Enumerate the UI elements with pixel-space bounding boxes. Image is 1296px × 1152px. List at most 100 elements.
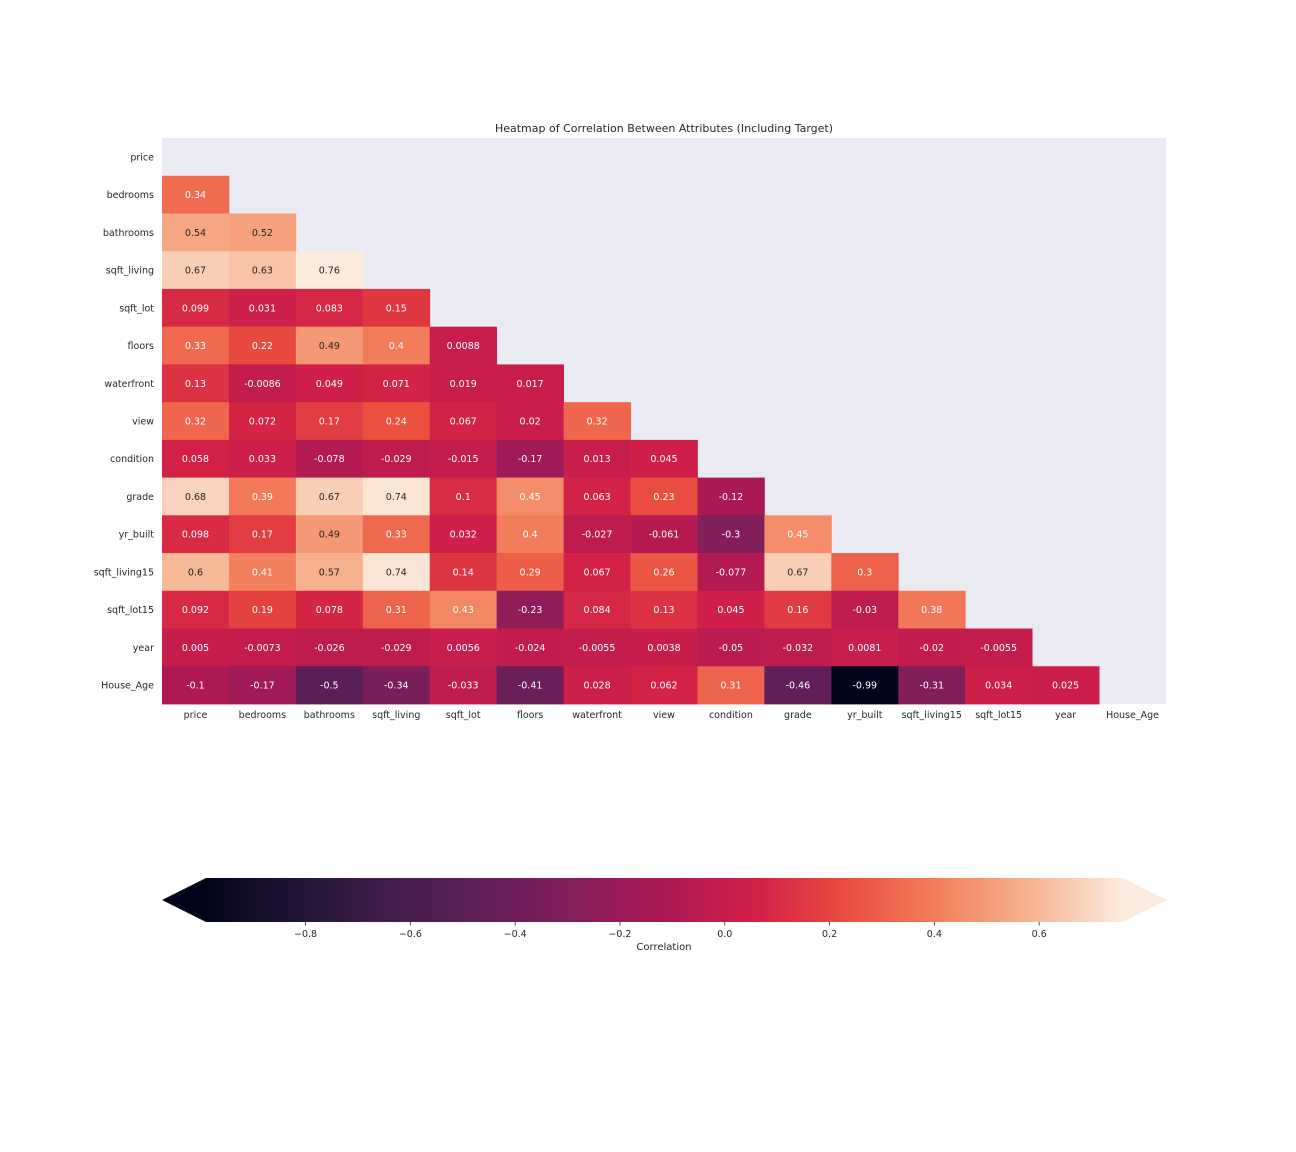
heatmap-cell-view-waterfront xyxy=(563,402,631,441)
heatmap-cell-year-sqft_living xyxy=(362,628,431,667)
colorbar-extend-max xyxy=(1123,878,1167,922)
heatmap-cell-yr_built-waterfront xyxy=(563,515,631,554)
heatmap-cell-House_Age-year xyxy=(1032,666,1100,705)
cell-annotation: 0.17 xyxy=(252,530,273,541)
heatmap-cell-year-yr_built xyxy=(831,628,899,667)
cell-annotation: 0.63 xyxy=(252,266,273,277)
x-tick-label-yr_built: yr_built xyxy=(847,710,883,721)
colorbar-tick-label: 0.6 xyxy=(1032,929,1047,940)
heatmap-cell-yr_built-grade xyxy=(764,515,832,554)
x-tick-label-House_Age: House_Age xyxy=(1106,710,1159,721)
heatmap-cell-sqft_living15-sqft_living xyxy=(362,553,431,592)
cell-annotation: 0.032 xyxy=(450,530,477,541)
heatmap-cell-grade-sqft_living xyxy=(362,477,431,516)
heatmap-cell-view-sqft_lot xyxy=(429,402,498,441)
cell-annotation: 0.017 xyxy=(517,379,544,390)
heatmap-cell-sqft_living15-floors xyxy=(496,553,564,592)
cell-annotation: 0.067 xyxy=(450,417,477,428)
heatmap-cell-sqft_living15-yr_built xyxy=(831,553,899,592)
cell-annotation: 0.45 xyxy=(520,492,541,503)
cell-annotation: 0.74 xyxy=(386,492,407,503)
heatmap-cell-sqft_lot-price xyxy=(162,288,230,328)
heatmap-cell-waterfront-floors xyxy=(496,364,564,403)
y-axis-tick-labels: price bedrooms bathrooms sqft_living sqft_lo… xyxy=(94,152,155,691)
cell-annotation: 0.005 xyxy=(182,643,209,654)
heatmap-cell-House_Age-sqft_lot15 xyxy=(965,666,1033,705)
heatmap-cell-sqft_living15-condition xyxy=(697,553,765,592)
heatmap-cell-waterfront-bedrooms xyxy=(228,364,297,403)
y-tick-label-condition: condition xyxy=(110,454,154,465)
heatmap-cell-yr_built-view xyxy=(630,515,698,554)
heatmap-cell-House_Age-grade xyxy=(764,666,832,705)
cell-annotation: -0.17 xyxy=(250,681,275,692)
cell-annotation: 0.76 xyxy=(319,266,340,277)
cell-annotation: 0.45 xyxy=(787,530,808,541)
y-tick-label-bathrooms: bathrooms xyxy=(103,228,154,239)
cell-annotation: 0.14 xyxy=(453,567,474,578)
heatmap-cell-sqft_living-bedrooms xyxy=(228,251,297,290)
heatmap-cell-sqft_lot15-price xyxy=(162,590,230,629)
heatmap-cell-grade-waterfront xyxy=(563,477,631,516)
cell-annotation: -0.02 xyxy=(919,643,944,654)
heatmap-cell-sqft_living15-sqft_lot xyxy=(429,553,498,592)
heatmap-cell-grade-bedrooms xyxy=(228,477,297,516)
cell-annotation: 0.4 xyxy=(523,530,538,541)
heatmap-cell-sqft_lot15-view xyxy=(630,590,698,629)
heatmap-cell-sqft_lot15-grade xyxy=(764,590,832,629)
heatmap-cell-House_Age-sqft_living15 xyxy=(898,666,966,705)
cell-annotation: 0.033 xyxy=(249,454,276,465)
cell-annotation: 0.13 xyxy=(185,379,206,390)
heatmap-cell-sqft_lot15-bathrooms xyxy=(295,590,364,629)
heatmap-cell-sqft_lot15-sqft_living xyxy=(362,590,431,629)
heatmap-cell-yr_built-condition xyxy=(697,515,765,554)
heatmap-cell-House_Age-floors xyxy=(496,666,564,705)
cell-annotation: 0.39 xyxy=(252,492,273,503)
cell-annotation: -0.31 xyxy=(919,681,944,692)
cell-annotation: 0.045 xyxy=(717,605,744,616)
cell-annotation: 0.083 xyxy=(316,303,343,314)
cell-annotation: 0.034 xyxy=(985,681,1012,692)
x-tick-label-grade: grade xyxy=(784,710,812,721)
heatmap-cell-House_Age-sqft_lot xyxy=(429,666,498,705)
x-tick-label-sqft_living15: sqft_living15 xyxy=(902,710,962,721)
heatmap-cell-House_Age-waterfront xyxy=(563,666,631,705)
colorbar-tick-label: −0.4 xyxy=(504,929,527,940)
cell-annotation: -0.1 xyxy=(186,681,205,692)
heatmap-cell-floors-bedrooms xyxy=(228,326,297,365)
cell-annotation: -0.05 xyxy=(719,643,744,654)
x-tick-label-condition: condition xyxy=(709,710,753,721)
heatmap-cell-year-bathrooms xyxy=(295,628,364,667)
y-tick-label-House_Age: House_Age xyxy=(101,681,154,692)
cell-annotation: 0.028 xyxy=(583,681,610,692)
x-tick-label-waterfront: waterfront xyxy=(572,710,622,721)
cell-annotation: 0.3 xyxy=(857,567,872,578)
cell-annotation: -0.032 xyxy=(783,643,814,654)
heatmap-cell-sqft_living15-waterfront xyxy=(563,553,631,592)
x-tick-label-price: price xyxy=(184,710,208,721)
cell-annotation: 0.23 xyxy=(653,492,674,503)
cell-annotation: 0.15 xyxy=(386,303,407,314)
y-tick-label-yr_built: yr_built xyxy=(119,530,155,541)
colorbar-tick-label: 0.2 xyxy=(822,929,837,940)
cell-annotation: -0.3 xyxy=(722,530,741,541)
heatmap-cell-sqft_living15-bedrooms xyxy=(228,553,297,592)
heatmap-cell-House_Age-price xyxy=(162,666,230,705)
cell-annotation: 0.084 xyxy=(583,605,610,616)
cell-annotation: 0.67 xyxy=(319,492,340,503)
cell-annotation: 0.67 xyxy=(185,266,206,277)
cell-annotation: 0.0081 xyxy=(848,643,881,654)
heatmap-cell-sqft_lot15-sqft_living15 xyxy=(898,590,966,629)
cell-annotation: 0.098 xyxy=(182,530,209,541)
colorbar-extend-min xyxy=(162,878,206,922)
y-tick-label-sqft_living15: sqft_living15 xyxy=(94,567,154,578)
heatmap-cell-year-sqft_living15 xyxy=(898,628,966,667)
cell-annotation: 0.049 xyxy=(316,379,343,390)
y-tick-label-waterfront: waterfront xyxy=(104,379,154,390)
heatmap-cell-year-condition xyxy=(697,628,765,667)
heatmap-cell-year-sqft_lot15 xyxy=(965,628,1033,667)
heatmap-cell-waterfront-sqft_lot xyxy=(429,364,498,403)
heatmap-cell-sqft_lot-sqft_living xyxy=(362,288,431,328)
cell-annotation: 0.02 xyxy=(520,417,541,428)
heatmap-cell-condition-waterfront xyxy=(563,439,631,478)
